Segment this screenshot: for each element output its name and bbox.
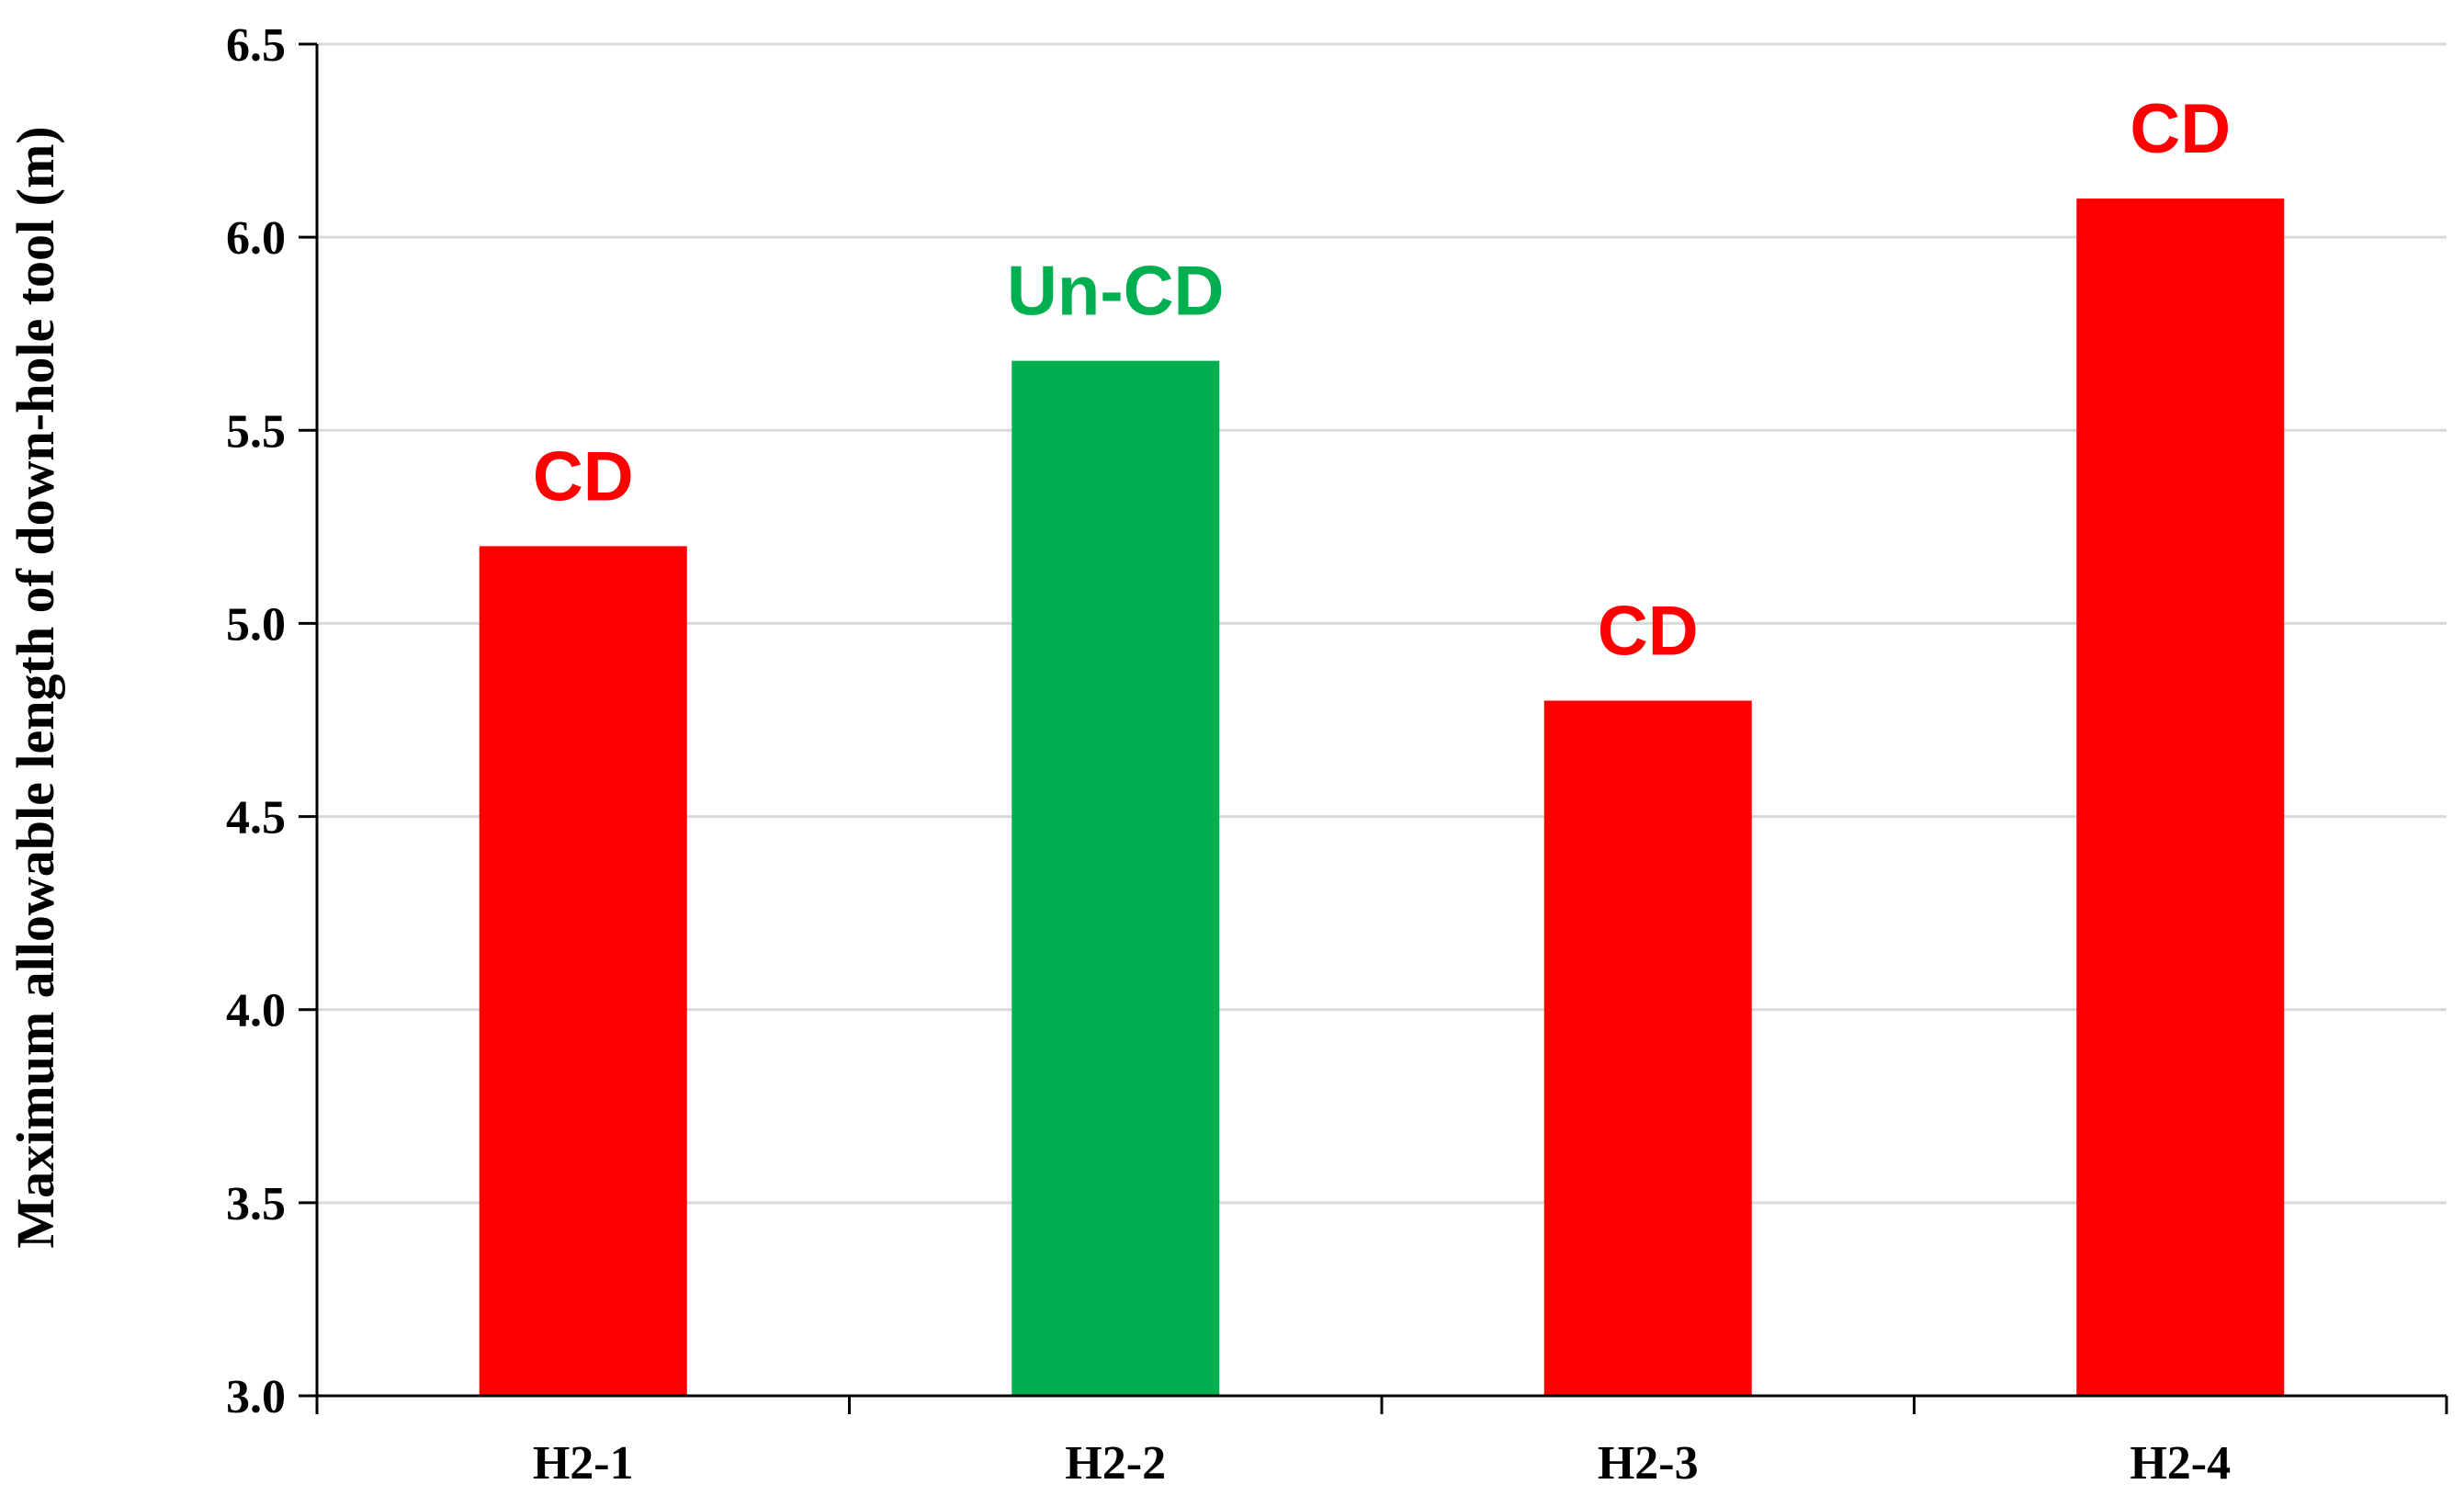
axes — [299, 42, 2448, 1414]
y-tick-label: 4.5 — [226, 792, 286, 844]
y-axis-title: Maximum allowable length of down-hole to… — [6, 126, 65, 1248]
y-tick-labels: 3.0 3.5 4.0 4.5 5.0 5.5 6.0 6.5 — [226, 19, 286, 1423]
x-tick-label: H2-2 — [1065, 1437, 1166, 1490]
y-tick-label: 6.0 — [226, 212, 286, 265]
x-tick-label: H2-1 — [533, 1437, 634, 1490]
bar-h2-1 — [479, 546, 687, 1396]
y-tick-label: 6.5 — [226, 19, 286, 72]
bar-label-h2-3: CD — [1598, 592, 1699, 670]
x-tick-label: H2-4 — [2130, 1437, 2231, 1490]
y-tick-label: 3.5 — [226, 1178, 286, 1230]
bars — [479, 198, 2285, 1397]
bar-h2-4 — [2076, 198, 2285, 1397]
bar-h2-2 — [1012, 360, 1220, 1396]
bar-label-h2-4: CD — [2130, 90, 2231, 168]
bar-h2-3 — [1543, 700, 1752, 1396]
bar-label-h2-1: CD — [533, 437, 634, 516]
y-tick-label: 5.5 — [226, 405, 286, 458]
y-tick-label: 4.0 — [226, 985, 286, 1037]
bar-label-h2-2: Un-CD — [1007, 253, 1224, 331]
x-tick-labels: H2-1 H2-2 H2-3 H2-4 — [533, 1437, 2231, 1490]
x-tick-label: H2-3 — [1598, 1437, 1699, 1490]
y-tick-label: 3.0 — [226, 1371, 286, 1423]
bar-labels: CD Un-CD CD CD — [533, 90, 2231, 670]
y-tick-label: 5.0 — [226, 598, 286, 651]
